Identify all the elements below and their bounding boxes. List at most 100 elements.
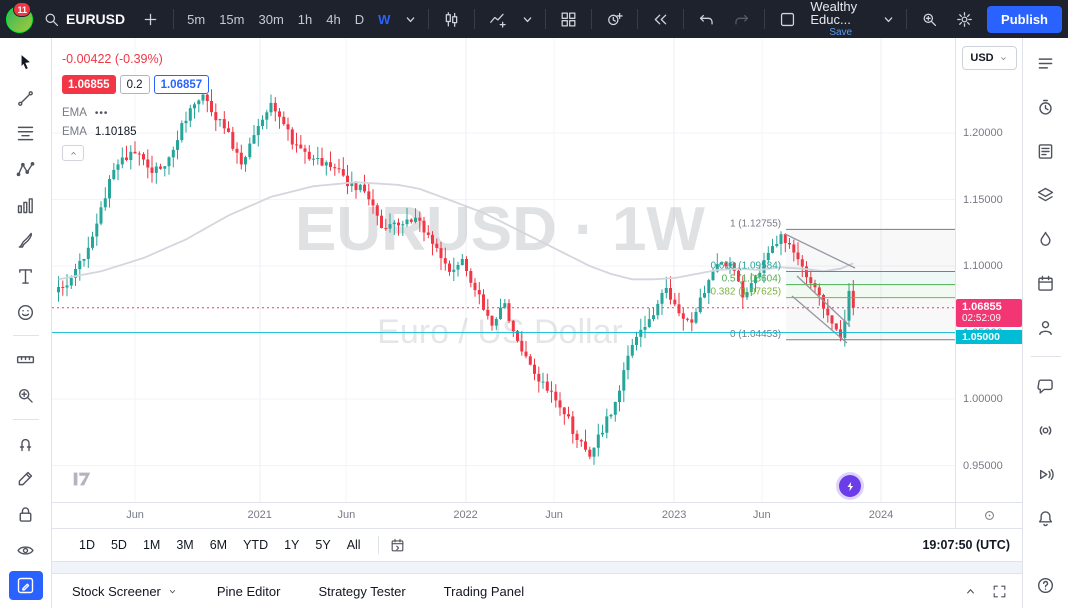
timeframe-30m[interactable]: 30m — [251, 5, 290, 33]
lock-all-tool[interactable] — [9, 500, 43, 529]
calendar-button[interactable] — [1029, 268, 1063, 298]
app-logo[interactable]: 11 — [6, 2, 33, 36]
layout-select-button[interactable] — [771, 5, 804, 33]
cursor-tool[interactable] — [9, 48, 43, 77]
range-5d[interactable]: 5D — [104, 534, 134, 556]
edit-tool[interactable] — [9, 464, 43, 493]
timeframe-1h[interactable]: 1h — [291, 5, 319, 33]
redo-icon — [732, 10, 751, 29]
chevron-up-icon — [68, 148, 79, 159]
brush-tool[interactable] — [9, 226, 43, 255]
redo-button[interactable] — [725, 5, 758, 33]
axis-settings-corner[interactable] — [955, 503, 1022, 528]
tradingview-logo[interactable] — [68, 468, 96, 490]
panel-tab-strategy-tester[interactable]: Strategy Tester — [318, 584, 405, 599]
time-axis-label: Jun — [545, 509, 563, 521]
timeframe-4h[interactable]: 4h — [319, 5, 347, 33]
measure-tool[interactable] — [9, 345, 43, 374]
fib-level-label: 1 (1.12755) — [730, 218, 781, 229]
top-toolbar: 11 EURUSD 5m15m30m1h4hDW Wealthy Educ...… — [0, 0, 1068, 38]
utc-clock[interactable]: 19:07:50 (UTC) — [922, 538, 1010, 552]
currency-selector[interactable]: USD — [962, 46, 1017, 70]
forecast-tool[interactable] — [9, 191, 43, 220]
drawings-panel-toggle[interactable] — [9, 571, 43, 600]
ideas-button[interactable] — [1029, 312, 1063, 342]
range-ytd[interactable]: YTD — [236, 534, 275, 556]
hide-all-tool[interactable] — [9, 536, 43, 565]
help-button[interactable] — [1029, 570, 1063, 600]
range-1y[interactable]: 1Y — [277, 534, 306, 556]
range-3m[interactable]: 3M — [169, 534, 200, 556]
streams-button[interactable] — [1029, 459, 1063, 489]
chat-button[interactable] — [1029, 371, 1063, 401]
panel-tab-pine-editor[interactable]: Pine Editor — [217, 584, 281, 599]
zoom-in-icon — [15, 385, 36, 406]
news-button[interactable] — [1029, 136, 1063, 166]
time-axis-label: Jun — [753, 509, 771, 521]
calendar-go-icon — [389, 537, 406, 554]
hotlists-button[interactable] — [1029, 224, 1063, 254]
range-all[interactable]: All — [340, 534, 368, 556]
create-alert-button[interactable] — [598, 5, 631, 33]
ema-legend-1[interactable]: EMA ••• — [62, 107, 209, 119]
range-5y[interactable]: 5Y — [308, 534, 337, 556]
spread-value: 0.2 — [120, 75, 150, 94]
lightning-badge[interactable] — [839, 475, 861, 497]
time-axis-label: Jun — [338, 509, 356, 521]
go-to-date-button[interactable] — [389, 537, 406, 554]
layout-single-icon — [778, 10, 797, 29]
indicators-button[interactable] — [481, 5, 514, 33]
xabcd-pattern-tool[interactable] — [9, 155, 43, 184]
fib-retracement-tool[interactable] — [9, 119, 43, 148]
grid-layout-button[interactable] — [552, 5, 585, 33]
ema-legend-2[interactable]: EMA 1.10185 — [62, 126, 209, 138]
undo-button[interactable] — [690, 5, 723, 33]
toolbar-separator — [173, 9, 174, 29]
emoji-tool[interactable] — [9, 298, 43, 327]
panel-maximize-button[interactable] — [991, 583, 1008, 600]
watchlist-button[interactable] — [1029, 48, 1063, 78]
price-axis[interactable]: USD 1.200001.150001.100001.050001.000000… — [955, 38, 1022, 502]
layout-title-block[interactable]: Wealthy Educ... Save — [806, 0, 875, 39]
time-axis[interactable]: Jun2021Jun2022Jun2023Jun2024 — [52, 503, 955, 528]
range-6m[interactable]: 6M — [203, 534, 234, 556]
timeframe-d[interactable]: D — [348, 5, 371, 33]
chevron-down-icon — [166, 585, 179, 598]
symbol-search-button[interactable]: EURUSD — [35, 5, 132, 33]
panel-tab-stock-screener[interactable]: Stock Screener — [72, 584, 179, 599]
range-1d[interactable]: 1D — [72, 534, 102, 556]
quick-search-button[interactable] — [913, 5, 946, 33]
chevron-down-icon — [518, 10, 537, 29]
chart-style-button[interactable] — [435, 5, 468, 33]
range-1m[interactable]: 1M — [136, 534, 167, 556]
timeframe-menu-button[interactable] — [399, 5, 422, 33]
magnet-tool[interactable] — [9, 429, 43, 458]
legend-collapse-button[interactable] — [62, 145, 84, 161]
panel-tab-trading-panel[interactable]: Trading Panel — [444, 584, 524, 599]
trend-line-tool[interactable] — [9, 84, 43, 113]
notifications-button[interactable] — [1029, 503, 1063, 533]
buy-price-button[interactable]: 1.06857 — [154, 75, 210, 94]
save-label[interactable]: Save — [829, 26, 852, 39]
draw-panel-icon — [15, 575, 36, 596]
object-tree-button[interactable] — [1029, 180, 1063, 210]
alerts-button[interactable] — [1029, 92, 1063, 122]
panel-collapse-button[interactable] — [962, 583, 979, 600]
community-button[interactable] — [1029, 415, 1063, 445]
chart-column: EURUSD · 1WEuro / US Dollar1 (1.12755)0.… — [52, 38, 1022, 608]
layout-menu-button[interactable] — [877, 5, 900, 33]
fib-band — [786, 272, 955, 285]
timeframe-w[interactable]: W — [371, 5, 397, 33]
chart-settings-button[interactable] — [948, 5, 981, 33]
pane-separator[interactable] — [52, 561, 1022, 574]
publish-button[interactable]: Publish — [987, 6, 1062, 33]
timeframe-15m[interactable]: 15m — [212, 5, 251, 33]
bar-replay-button[interactable] — [644, 5, 677, 33]
timeframe-5m[interactable]: 5m — [180, 5, 212, 33]
sell-price-button[interactable]: 1.06855 — [62, 75, 116, 94]
text-tool[interactable] — [9, 262, 43, 291]
chart-area[interactable]: EURUSD · 1WEuro / US Dollar1 (1.12755)0.… — [52, 38, 955, 502]
indicators-menu-button[interactable] — [516, 5, 539, 33]
zoom-tool[interactable] — [9, 381, 43, 410]
compare-add-button[interactable] — [134, 5, 167, 33]
